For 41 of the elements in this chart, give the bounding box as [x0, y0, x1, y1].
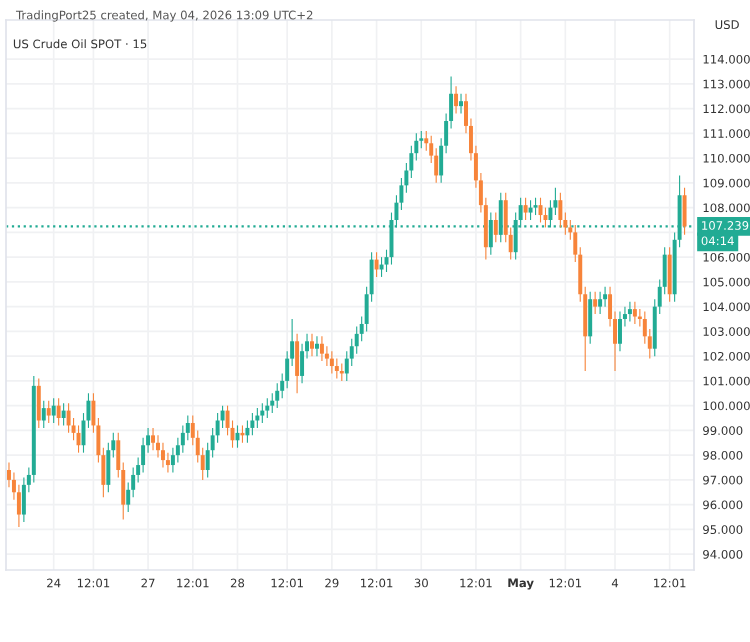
candlestick — [528, 199, 533, 221]
candlestick — [379, 256, 384, 278]
candlestick — [66, 402, 71, 434]
candlestick — [319, 335, 324, 362]
candlestick — [46, 400, 51, 424]
candlestick — [682, 187, 687, 236]
candlestick — [295, 333, 300, 394]
candlestick — [598, 291, 603, 315]
candlestick — [523, 197, 528, 221]
candlestick — [627, 301, 632, 323]
candlestick — [56, 397, 61, 427]
candlestick — [314, 335, 319, 357]
candlestick — [310, 333, 314, 357]
candlestick — [488, 212, 493, 256]
candlestick — [160, 442, 165, 469]
candlestick — [618, 311, 622, 352]
candlestick — [498, 192, 503, 243]
candlestick — [588, 291, 593, 345]
candlestick — [235, 424, 240, 449]
candlestick — [250, 412, 255, 436]
candlestick — [454, 85, 459, 115]
candlestick — [51, 397, 56, 424]
candlestick — [329, 350, 334, 375]
candlestick — [593, 291, 598, 315]
candlestick — [61, 402, 66, 427]
candlestick — [632, 301, 637, 325]
candlestick — [603, 286, 608, 308]
candlestick — [265, 397, 270, 419]
candlestick — [151, 427, 156, 451]
candlestick — [459, 93, 464, 115]
candlestick — [374, 251, 379, 278]
candlestick — [260, 402, 265, 424]
candlestick — [667, 246, 672, 303]
candlestick — [245, 419, 250, 444]
candlestick — [334, 358, 339, 379]
candlestick — [558, 192, 563, 228]
candlestick — [36, 377, 41, 429]
candlestick — [493, 212, 498, 243]
candlestick — [41, 400, 46, 429]
candlestick — [76, 424, 81, 454]
candlestick — [21, 476, 26, 523]
